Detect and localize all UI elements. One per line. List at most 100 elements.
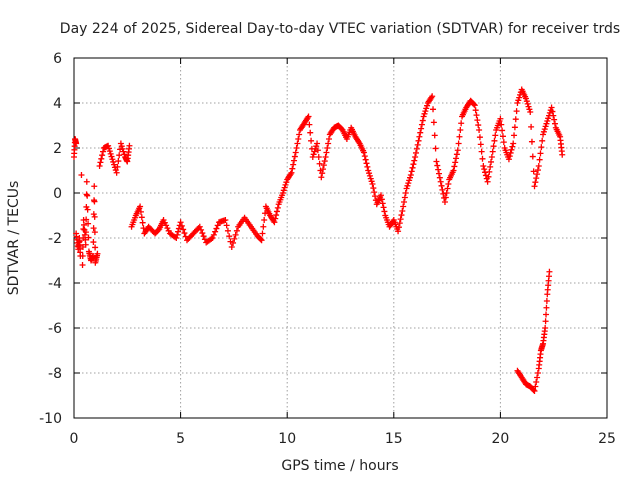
data-point <box>97 159 104 166</box>
data-point <box>290 161 297 168</box>
data-point <box>452 159 459 166</box>
data-point <box>116 152 123 159</box>
data-point <box>161 219 168 226</box>
data-point <box>83 203 90 210</box>
data-point <box>321 158 328 165</box>
data-point <box>208 235 215 242</box>
data-point <box>196 223 203 230</box>
data-point <box>498 121 505 128</box>
data-point <box>499 127 506 134</box>
data-point <box>477 141 484 148</box>
data-point <box>164 225 171 232</box>
data-point <box>487 163 494 170</box>
data-point <box>78 172 85 178</box>
data-point <box>178 222 185 229</box>
data-point <box>113 169 120 176</box>
data-point <box>212 228 219 235</box>
data-point <box>272 215 279 222</box>
data-point <box>310 151 317 158</box>
data-point <box>510 140 517 147</box>
data-point <box>532 383 539 390</box>
data-point <box>91 229 98 236</box>
data-point <box>274 204 281 211</box>
data-point <box>368 178 375 185</box>
data-point <box>180 226 187 233</box>
data-point <box>90 239 97 246</box>
data-point <box>488 154 495 160</box>
data-point <box>530 168 537 175</box>
data-point <box>430 119 437 126</box>
data-point <box>540 131 547 138</box>
data-point <box>83 216 90 223</box>
data-point <box>90 225 97 232</box>
data-point <box>94 250 101 257</box>
data-point <box>471 102 478 109</box>
data-point <box>223 222 230 229</box>
data-point <box>107 150 114 157</box>
grid-lines <box>74 58 607 418</box>
y-tick-label: 0 <box>53 186 62 202</box>
data-point <box>434 162 441 169</box>
data-point <box>90 211 97 218</box>
data-point <box>541 126 548 133</box>
data-point <box>281 184 288 191</box>
data-point <box>199 230 206 237</box>
data-point <box>528 123 535 130</box>
data-point <box>439 186 446 193</box>
data-point <box>82 229 89 236</box>
data-point <box>137 208 144 215</box>
data-point <box>453 151 460 158</box>
data-point <box>526 106 533 113</box>
data-point <box>108 153 115 160</box>
data-points <box>71 86 566 394</box>
x-tick-label: 10 <box>278 431 296 447</box>
data-point <box>507 149 514 156</box>
data-point <box>380 204 387 211</box>
data-point <box>533 175 540 182</box>
data-point <box>231 235 238 242</box>
data-point <box>515 97 522 104</box>
data-point <box>529 153 536 160</box>
data-point <box>320 162 327 169</box>
data-point <box>407 172 414 178</box>
data-point <box>528 138 535 145</box>
data-point <box>291 157 298 164</box>
data-point <box>431 132 438 139</box>
x-tick-label: 25 <box>598 431 616 447</box>
data-point <box>91 198 98 205</box>
data-point <box>474 117 481 124</box>
y-tick-label: -8 <box>48 366 62 382</box>
data-point <box>509 143 516 150</box>
data-point <box>437 178 444 185</box>
data-point <box>443 190 450 196</box>
data-point <box>508 146 515 153</box>
data-point <box>279 190 286 196</box>
axis-ticks <box>73 57 608 419</box>
data-point <box>174 231 181 238</box>
data-point <box>511 124 518 131</box>
y-tick-label: 4 <box>53 96 62 112</box>
data-point <box>260 223 267 230</box>
data-point <box>173 235 180 241</box>
data-point <box>79 253 86 259</box>
data-point <box>307 129 314 136</box>
data-point <box>429 93 436 100</box>
data-point <box>457 127 464 133</box>
data-point <box>214 222 221 229</box>
data-point <box>99 148 106 155</box>
data-point <box>364 163 371 170</box>
data-point <box>395 224 402 231</box>
data-point <box>324 145 331 151</box>
data-point <box>85 220 92 227</box>
data-point <box>283 179 290 186</box>
data-point <box>296 131 303 138</box>
data-point <box>412 149 419 156</box>
data-point <box>308 137 315 144</box>
y-axis-label: SDTVAR / TECUs <box>6 181 22 296</box>
data-point <box>82 241 89 248</box>
data-point <box>315 154 322 160</box>
data-point <box>289 165 296 172</box>
data-point <box>372 193 379 200</box>
data-point <box>288 169 295 176</box>
y-tick-label: 6 <box>53 51 62 67</box>
